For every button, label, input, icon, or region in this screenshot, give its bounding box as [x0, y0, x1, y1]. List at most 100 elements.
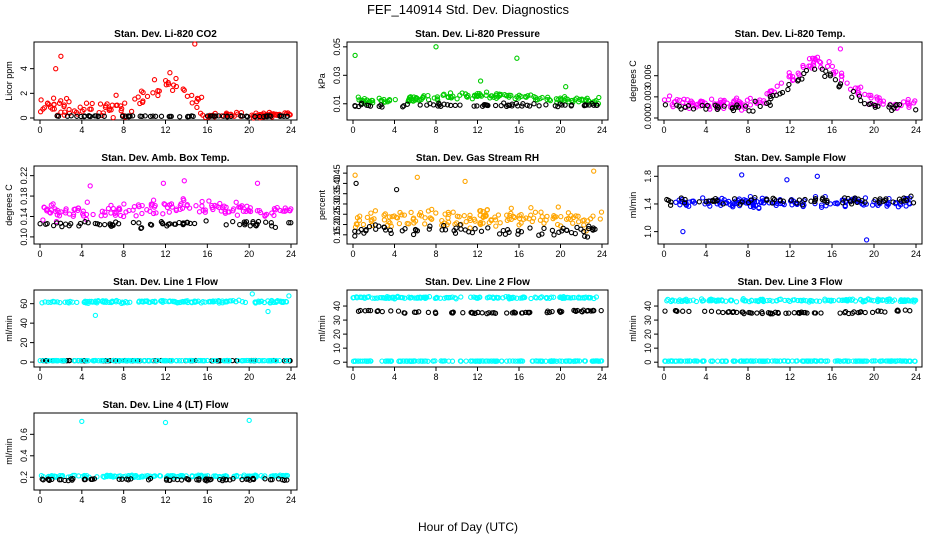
data-point [441, 222, 447, 229]
data-point [401, 212, 408, 218]
data-point [580, 217, 586, 224]
x-tick-label: 8 [745, 249, 750, 259]
data-point [43, 206, 50, 213]
data-point-outlier [160, 180, 167, 186]
x-tick-label: 20 [869, 372, 879, 382]
data-point [284, 477, 290, 483]
x-tick-label: 24 [286, 125, 296, 135]
data-point [676, 97, 683, 103]
data-point [550, 215, 556, 222]
data-point [703, 199, 709, 205]
data-point [58, 98, 64, 104]
data-point [128, 108, 135, 115]
data-point [100, 298, 106, 304]
panel-title: Stan. Dev. Li-820 Temp. [735, 29, 846, 40]
data-point [786, 81, 792, 88]
data-point [848, 201, 855, 207]
data-point [373, 226, 379, 232]
data-point [764, 297, 770, 304]
x-tick-label: 24 [597, 249, 607, 259]
data-point [442, 227, 449, 233]
x-tick-label: 16 [514, 372, 524, 382]
data-point [404, 220, 410, 227]
data-point [527, 225, 533, 231]
data-point [179, 358, 185, 364]
data-point [551, 232, 557, 238]
data-point [759, 309, 765, 315]
data-point [517, 295, 524, 301]
data-point [570, 220, 576, 226]
data-point [144, 207, 150, 213]
data-point [894, 307, 901, 313]
data-point [902, 298, 909, 304]
data-point [191, 220, 198, 227]
panel-7: Stan. Dev. Line 1 Flow 0 4 8 12 16 20 24 0 20 40 60… [4, 277, 298, 382]
data-point [485, 102, 491, 109]
data-point [263, 211, 270, 218]
data-point [104, 472, 110, 478]
data-point [440, 92, 446, 98]
data-point [837, 310, 843, 316]
data-point [467, 212, 473, 218]
data-point [137, 100, 143, 107]
data-point [799, 76, 805, 82]
data-point [443, 294, 450, 301]
data-point [271, 206, 278, 212]
data-point [780, 198, 787, 204]
data-point [177, 114, 183, 120]
data-point [457, 102, 463, 108]
data-point [152, 113, 159, 119]
data-point [869, 358, 875, 364]
data-point [823, 358, 829, 364]
data-point [63, 95, 70, 102]
data-point [368, 210, 374, 216]
x-tick-label: 0 [661, 125, 666, 135]
data-point [396, 220, 403, 227]
x-tick-label: 24 [597, 372, 607, 382]
data-point [566, 99, 572, 105]
data-point [748, 358, 754, 364]
data-point [596, 94, 602, 101]
data-point [516, 215, 523, 222]
data-point [585, 218, 591, 224]
data-point [844, 358, 851, 364]
data-point [590, 308, 596, 314]
data-point [732, 358, 738, 364]
x-tick-label: 0 [661, 372, 666, 382]
data-point [762, 358, 768, 364]
x-tick-label: 20 [555, 249, 565, 259]
data-point [672, 358, 678, 364]
panel-9: Stan. Dev. Line 3 Flow 0 4 8 12 16 20 24 0 10 20 30… [628, 277, 923, 382]
data-point [767, 297, 773, 304]
data-point [872, 197, 878, 203]
data-point [212, 473, 219, 479]
data-point [103, 298, 109, 304]
data-point [590, 227, 596, 233]
y-tick-label: 0.003 [643, 86, 653, 109]
data-point [285, 357, 292, 364]
data-point [504, 212, 510, 218]
data-point [741, 298, 748, 304]
x-tick-label: 4 [703, 125, 708, 135]
data-point [206, 299, 212, 305]
data-point [211, 113, 217, 119]
x-tick-label: 0 [350, 372, 355, 382]
data-point [173, 83, 180, 90]
data-point [890, 199, 896, 205]
data-point [827, 71, 833, 77]
data-point [590, 213, 596, 219]
data-point [117, 212, 124, 219]
data-point [861, 100, 868, 107]
data-point [677, 297, 683, 303]
data-point [372, 208, 379, 214]
data-point [181, 197, 187, 203]
data-point [519, 310, 526, 316]
y-tick-label: 0 [19, 115, 29, 120]
data-point [566, 294, 572, 301]
data-point [133, 357, 140, 364]
data-point [748, 197, 754, 203]
y-tick-label: 30 [643, 315, 653, 325]
series-1 [664, 296, 919, 305]
panel-3: Stan. Dev. Li-820 Temp.0 4 8 12 16 20 240.0000… [628, 29, 923, 135]
data-point [364, 102, 370, 108]
